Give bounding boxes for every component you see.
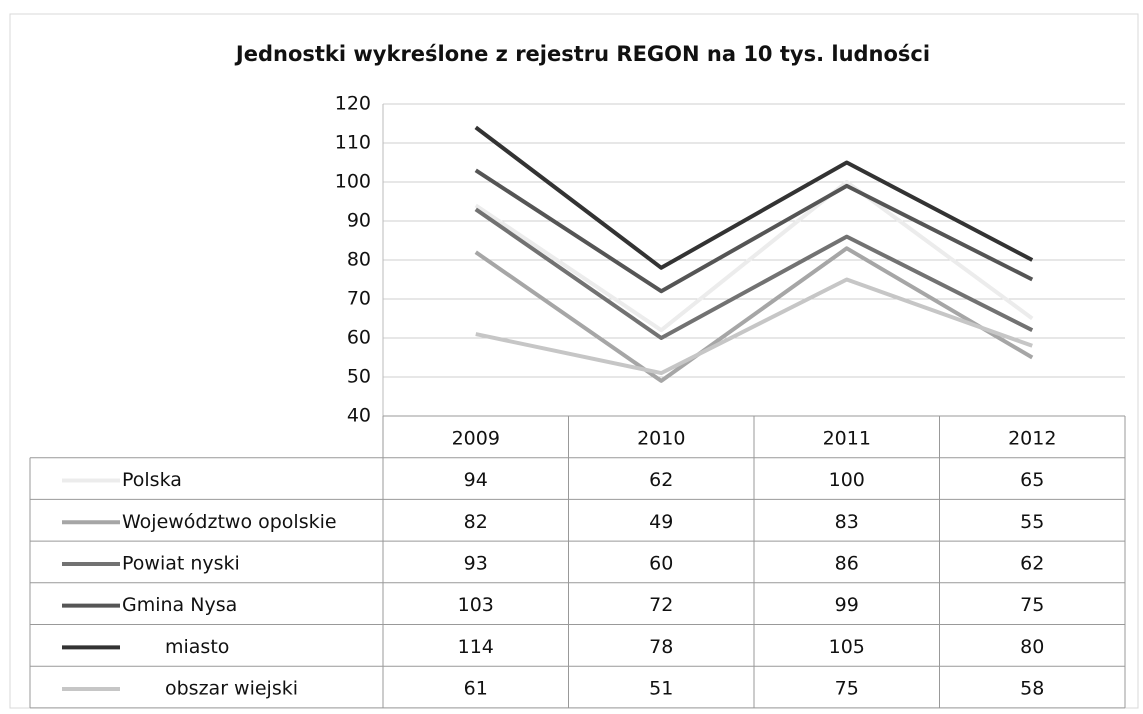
- y-tick-label: 100: [335, 171, 371, 193]
- x-tick-label: 2010: [637, 427, 685, 449]
- legend-label: Gmina Nysa: [122, 594, 237, 616]
- table-value: 62: [1020, 552, 1044, 574]
- table-value: 78: [649, 636, 673, 658]
- series-line: [474, 180, 1034, 333]
- lines: [474, 125, 1034, 383]
- series-line: [475, 277, 1033, 376]
- y-tick-label: 40: [347, 405, 371, 427]
- y-tick-label: 80: [347, 249, 371, 271]
- y-tick-label: 120: [335, 93, 371, 115]
- legend-label: miasto: [165, 636, 229, 658]
- data-table: 2009 2010 2011 2012 Polska 94 62 100 65 Województ…: [29, 415, 1126, 709]
- series-line: [474, 125, 1034, 270]
- table-value: 80: [1020, 636, 1044, 658]
- y-tick-label: 90: [347, 210, 371, 232]
- y-tick-label: 60: [347, 327, 371, 349]
- legend-label: obszar wiejski: [165, 678, 298, 700]
- y-tick-label: 70: [347, 288, 371, 310]
- table-value: 61: [464, 678, 488, 700]
- series-line: [474, 246, 1034, 383]
- table-value: 94: [464, 469, 488, 491]
- table-value: 105: [829, 636, 865, 658]
- series-line: [474, 207, 1034, 340]
- x-tick-label: 2009: [452, 427, 500, 449]
- legend-label: Polska: [122, 469, 182, 491]
- legend-label: Powiat nyski: [122, 552, 240, 574]
- table-value: 99: [835, 594, 859, 616]
- table-value: 86: [835, 552, 859, 574]
- y-tick-label: 50: [347, 366, 371, 388]
- chart-title: Jednostki wykreślone z rejestru REGON na…: [234, 42, 930, 66]
- table-value: 114: [458, 636, 494, 658]
- table-value: 100: [829, 469, 865, 491]
- table-value: 60: [649, 552, 673, 574]
- table-value: 83: [835, 511, 859, 533]
- table-value: 62: [649, 469, 673, 491]
- legend-label: Województwo opolskie: [122, 511, 337, 533]
- table-value: 75: [1020, 594, 1044, 616]
- grid: 40 50 60 70 80 90 100 110 120: [335, 93, 1125, 427]
- table-value: 72: [649, 594, 673, 616]
- table-value: 58: [1020, 678, 1044, 700]
- table-value: 93: [464, 552, 488, 574]
- table-value: 51: [649, 678, 673, 700]
- table-value: 55: [1020, 511, 1044, 533]
- x-tick-label: 2011: [823, 427, 871, 449]
- table-value: 65: [1020, 469, 1044, 491]
- table-value: 103: [458, 594, 494, 616]
- table-value: 75: [835, 678, 859, 700]
- y-tick-label: 110: [335, 132, 371, 154]
- x-tick-label: 2012: [1008, 427, 1056, 449]
- table-value: 49: [649, 511, 673, 533]
- table-value: 82: [464, 511, 488, 533]
- series-line: [474, 168, 1034, 294]
